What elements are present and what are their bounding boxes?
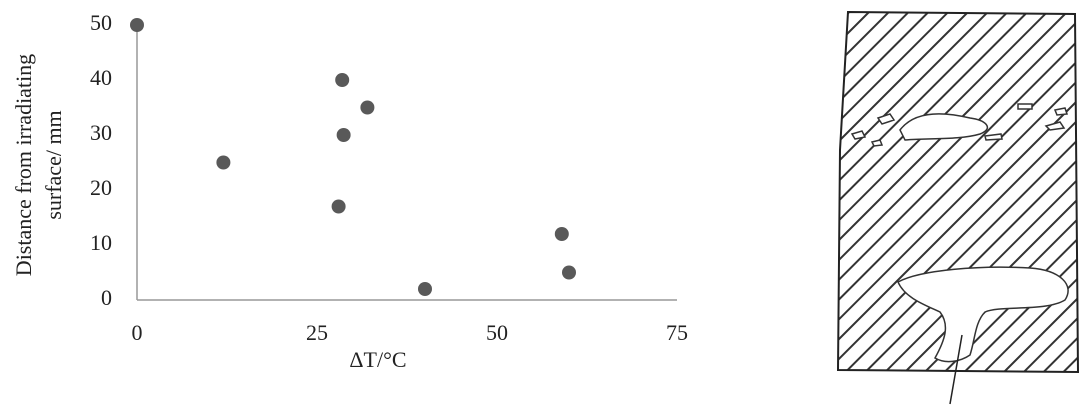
figure: 0 10 20 30 40 50 0 25 50 75 ΔT/°C Distance from irr… xyxy=(0,0,1081,406)
point xyxy=(130,18,144,32)
x-tick-label: 0 xyxy=(132,320,143,345)
y-tick-label: 30 xyxy=(90,120,112,145)
point xyxy=(335,73,349,87)
point xyxy=(216,156,230,170)
point xyxy=(555,227,569,241)
y-tick-label: 20 xyxy=(90,175,112,200)
specimen-sketch xyxy=(838,12,1078,404)
point xyxy=(418,282,432,296)
y-tick-label: 50 xyxy=(90,10,112,35)
y-tick-label: 0 xyxy=(101,285,112,310)
y-tick-label: 40 xyxy=(90,65,112,90)
point xyxy=(337,128,351,142)
x-tick-label: 25 xyxy=(306,320,328,345)
y-axis-label: surface/ mm xyxy=(41,110,66,219)
chart: 0 10 20 30 40 50 0 25 50 75 ΔT/°C Distance from irr… xyxy=(11,10,688,372)
y-axis-label: Distance from irradiating xyxy=(11,54,36,276)
x-tick-label: 50 xyxy=(486,320,508,345)
x-axis-label: ΔT/°C xyxy=(349,347,406,372)
y-tick-label: 10 xyxy=(90,230,112,255)
x-tick-label: 75 xyxy=(666,320,688,345)
point xyxy=(332,200,346,214)
point xyxy=(360,101,374,115)
point xyxy=(562,266,576,280)
